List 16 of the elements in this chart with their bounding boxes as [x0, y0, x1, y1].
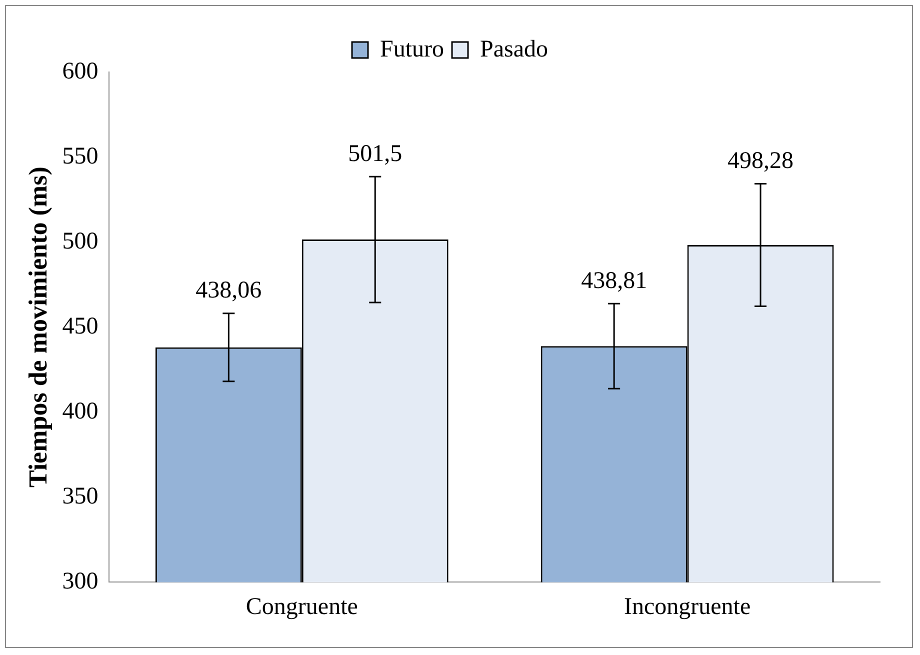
- y-tick-label: 550: [62, 143, 98, 170]
- y-tick-label: 400: [62, 398, 98, 424]
- data-label: 438,81: [581, 268, 648, 294]
- y-axis-title: Tiempos de movimiento (ms): [23, 166, 52, 488]
- x-tick-label: Congruente: [246, 594, 358, 620]
- legend-label: Pasado: [480, 36, 548, 62]
- y-tick-label: 300: [62, 568, 98, 594]
- y-tick-label: 600: [62, 58, 98, 84]
- data-label: 438,06: [196, 278, 262, 304]
- y-tick-label: 500: [62, 228, 98, 254]
- legend-label: Futuro: [380, 36, 444, 62]
- x-tick-label: Incongruente: [624, 594, 751, 620]
- y-tick-label: 350: [62, 483, 98, 510]
- data-label: 501,5: [348, 140, 402, 167]
- y-tick-label: 450: [62, 313, 98, 340]
- data-label: 498,28: [728, 148, 794, 174]
